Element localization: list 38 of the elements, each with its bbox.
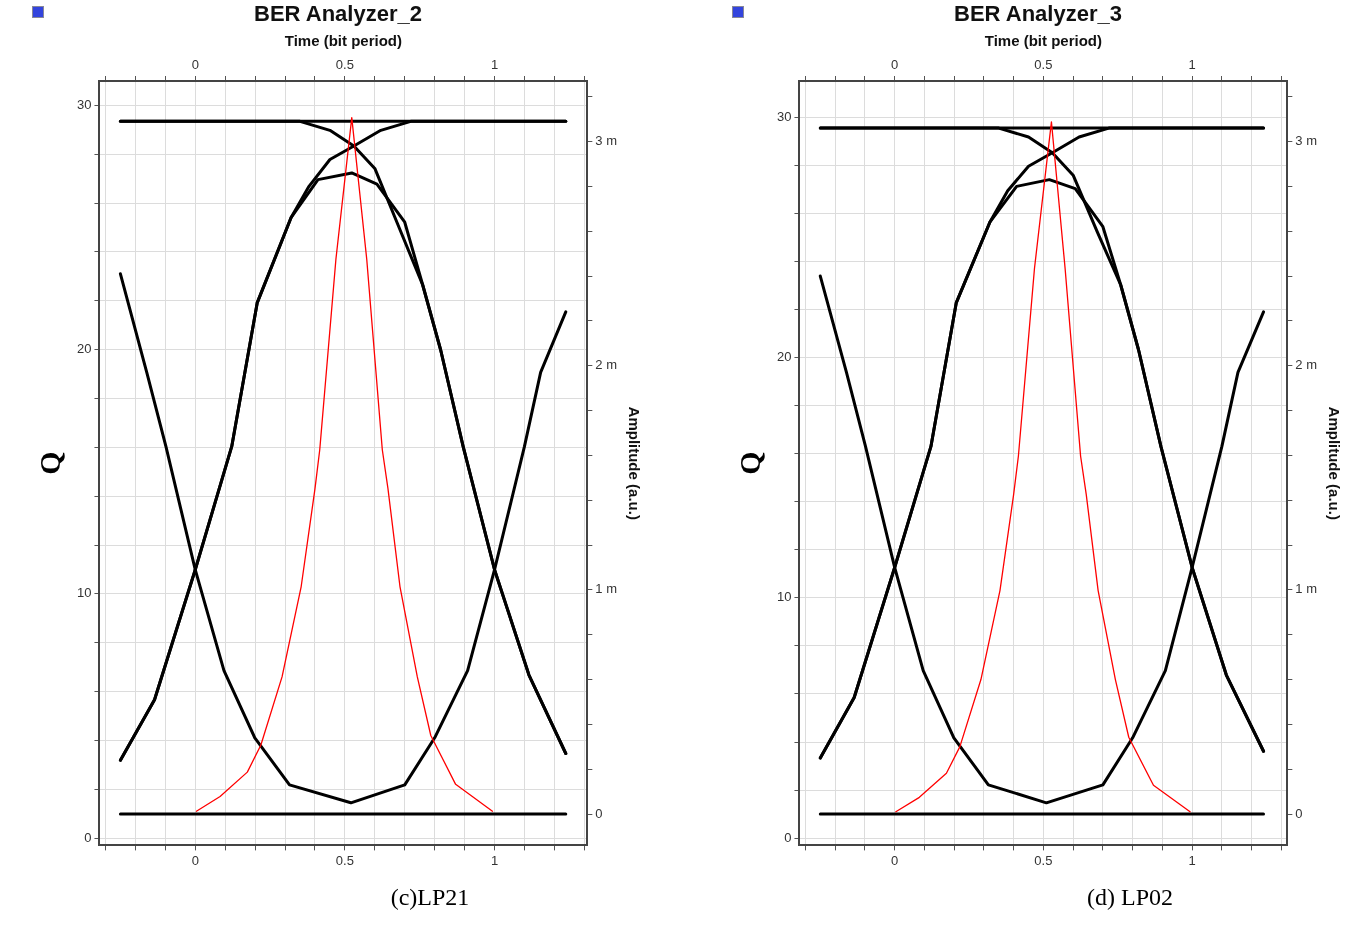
chart-title: BER Analyzer_2 <box>254 1 422 27</box>
y2-tick-label: 2 m <box>595 357 617 373</box>
x-tick-label: 0 <box>191 852 199 868</box>
y2-tick-label: 2 m <box>1295 357 1317 373</box>
x2-tick-label: 0.5 <box>335 56 354 72</box>
y-tick-label: 0 <box>784 829 792 845</box>
x2-tick-label: 1 <box>490 56 499 72</box>
chart-title: BER Analyzer_3 <box>954 1 1122 27</box>
x-tick-label: 1 <box>1188 852 1196 868</box>
y-axis-title: Q <box>32 451 66 475</box>
y-tick-label: 10 <box>76 585 92 601</box>
y2-tick-label: 3 m <box>595 133 617 149</box>
x-tick-label: 1 <box>490 852 499 868</box>
x2-axis-title: Time (bit period) <box>284 31 403 49</box>
x-tick-label: 0.5 <box>335 852 354 868</box>
y2-axis-title: Amplitude (a.u.) <box>625 406 643 520</box>
x-tick-label: 0 <box>891 852 899 868</box>
y2-tick-label: 0 <box>1295 805 1303 821</box>
y2-tick-label: 3 m <box>1295 133 1317 149</box>
x2-tick-label: 1 <box>1188 56 1196 72</box>
y-tick-label: 30 <box>776 108 792 124</box>
y2-tick-label: 0 <box>595 805 603 821</box>
y-axis-title: Q <box>732 451 766 475</box>
x2-tick-label: 0.5 <box>1034 56 1053 72</box>
text: (d) LP02 <box>1086 884 1174 911</box>
x2-axis-title: Time (bit period) <box>984 31 1103 49</box>
x-tick-label: 0.5 <box>1034 852 1053 868</box>
x2-tick-label: 0 <box>191 56 199 72</box>
y-tick-label: 0 <box>84 829 92 845</box>
y-tick-label: 10 <box>776 589 792 605</box>
y2-tick-label: 1 m <box>595 581 617 597</box>
x2-tick-label: 0 <box>891 56 899 72</box>
y-tick-label: 30 <box>76 97 92 112</box>
y2-axis-title: Amplitude (a.u.) <box>1325 406 1343 520</box>
y-tick-label: 20 <box>76 341 92 357</box>
text: (c)LP21 <box>389 884 471 911</box>
y2-tick-label: 1 m <box>1295 581 1317 597</box>
y-tick-label: 20 <box>776 349 792 365</box>
